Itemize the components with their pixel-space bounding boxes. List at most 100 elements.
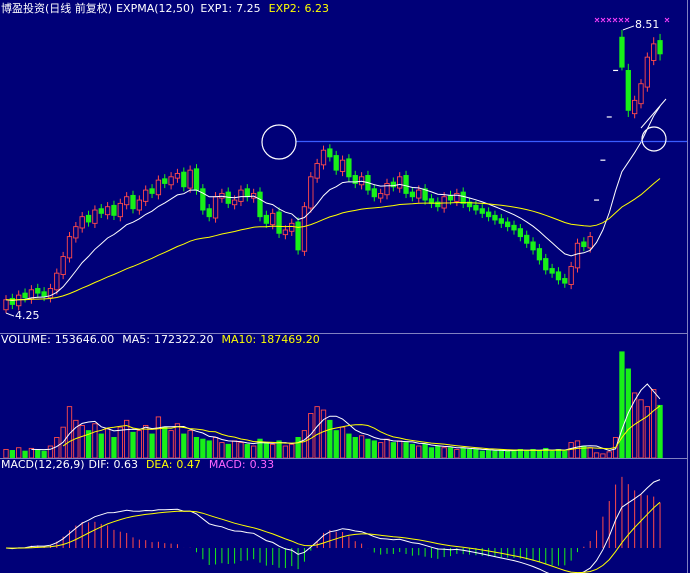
- candle-body: [181, 171, 187, 188]
- candle-body: [632, 99, 638, 115]
- candle-body: [257, 191, 263, 218]
- candle-body: [200, 188, 206, 211]
- candle-body: [162, 178, 168, 184]
- header-text: 187469.20: [260, 333, 320, 346]
- volume-panel: [3, 351, 663, 458]
- candle-body: [136, 199, 142, 211]
- candle-body: [79, 216, 85, 229]
- candle-body: [625, 70, 631, 111]
- volume-bar: [460, 447, 466, 458]
- candle-body: [111, 204, 117, 216]
- volume-bar: [397, 440, 403, 458]
- volume-bar: [250, 445, 257, 458]
- header-text: 153646.00: [55, 333, 115, 346]
- volume-bar: [479, 450, 485, 458]
- candle-body: [568, 266, 574, 285]
- candle-body: [85, 214, 92, 223]
- volume-bar: [505, 450, 511, 458]
- candle-body: [244, 188, 250, 198]
- volume-bar: [638, 399, 644, 458]
- volume-bar: [270, 443, 276, 458]
- macd-panel: [5, 476, 661, 573]
- candle-body: [517, 228, 524, 238]
- candle-body: [282, 229, 289, 236]
- candle-body: [447, 194, 454, 201]
- volume-bar: [117, 426, 123, 458]
- candle-body: [581, 241, 587, 248]
- header-text: DIF:: [89, 458, 110, 471]
- volume-bar: [47, 445, 54, 458]
- volume-bar: [289, 443, 295, 458]
- header-text: VOLUME:: [1, 333, 51, 346]
- volume-bar: [282, 445, 289, 458]
- candle-body: [403, 175, 409, 194]
- candle-body: [333, 155, 339, 171]
- candle-body: [536, 248, 543, 261]
- candle-body: [339, 159, 346, 172]
- candle-body: [206, 208, 212, 218]
- volume-bar: [466, 448, 473, 458]
- volume-bar: [409, 443, 416, 458]
- volume-bar: [193, 437, 200, 458]
- candle-body: [505, 221, 511, 228]
- label-leader: [622, 25, 635, 31]
- volume-bar: [35, 449, 41, 458]
- header-text: MACD(12,26,9): [1, 458, 85, 471]
- trend-line: [640, 98, 667, 129]
- volume-bar: [98, 433, 104, 458]
- header-text: MA5:: [122, 333, 150, 346]
- candle-body: [187, 169, 193, 189]
- ma10-line: [62, 405, 661, 451]
- label-leader: [5, 312, 15, 317]
- candle-body: [73, 226, 79, 239]
- volume-bar: [511, 450, 517, 458]
- candle-body: [384, 182, 390, 196]
- candle-body: [409, 191, 416, 198]
- volume-bar: [378, 442, 384, 458]
- candle-body: [155, 179, 162, 196]
- volume-bar: [555, 448, 562, 458]
- header-text: MA10:: [222, 333, 257, 346]
- candle-body: [263, 214, 269, 224]
- volume-bar: [123, 419, 130, 458]
- candle-body: [9, 297, 15, 305]
- volume-bar: [536, 450, 543, 458]
- candle-body: [651, 43, 657, 61]
- volume-bar: [517, 448, 524, 458]
- volume-bar: [168, 430, 174, 458]
- volume-bar: [149, 433, 155, 458]
- candle-body: [587, 236, 593, 249]
- candle-body: [371, 188, 377, 198]
- header-text: EXPMA(12,50): [116, 2, 194, 15]
- volume-bar: [28, 447, 35, 458]
- header-text: 0.63: [113, 458, 138, 471]
- candle-body: [543, 258, 549, 271]
- volume-bar: [422, 443, 428, 458]
- candle-body: [60, 256, 66, 275]
- volume-bar: [390, 442, 396, 458]
- volume-bar: [225, 443, 231, 458]
- volume-bar: [79, 425, 85, 458]
- candle-body: [35, 288, 41, 294]
- candle-body: [397, 176, 403, 189]
- user-drawings: [261, 17, 687, 160]
- header-text: EXP1:: [200, 2, 232, 15]
- price-panel: [3, 29, 663, 314]
- volume-bar: [206, 440, 212, 458]
- candle-body: [301, 206, 308, 252]
- volume-bar: [327, 419, 333, 458]
- volume-bar: [155, 416, 162, 458]
- candle-body: [314, 163, 320, 179]
- volume-bar: [66, 406, 73, 458]
- volume-bar: [231, 440, 238, 458]
- volume-bar: [181, 433, 187, 458]
- volume-bar: [574, 440, 581, 458]
- volume-bar: [295, 437, 301, 458]
- candle-body: [238, 189, 244, 202]
- low-label: 4.25: [15, 309, 40, 322]
- volume-bar: [543, 447, 549, 458]
- volume-bar: [263, 442, 269, 458]
- candle-body: [212, 196, 219, 219]
